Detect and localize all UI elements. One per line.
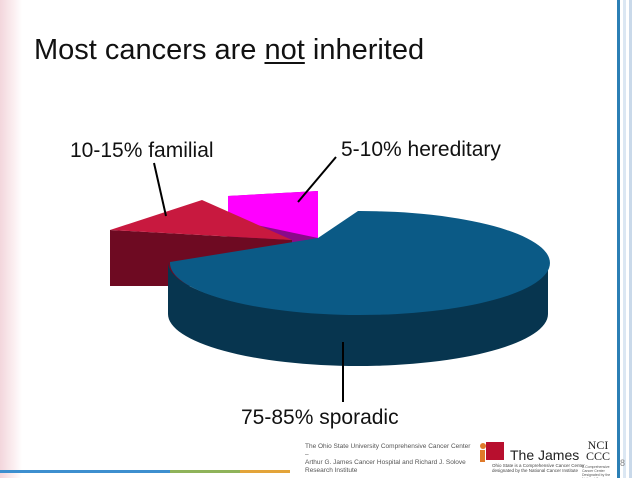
label-hereditary: 5-10% hereditary [341, 138, 501, 161]
right-decorative-strip [614, 0, 638, 478]
page-number: 8 [620, 458, 626, 468]
james-logo-icon [480, 442, 504, 462]
right-stripe-line [617, 0, 620, 478]
leader-line-familial [153, 162, 167, 217]
footer-line: Arthur G. James Cancer Hospital and Rich… [305, 459, 466, 466]
title-part-1: Most cancers are [34, 34, 265, 66]
nci-logo-bottom: CCC [585, 449, 610, 463]
logo-subtext-line: Ohio State is a Comprehensive Cancer Cen… [492, 463, 585, 468]
logo-subtext: Ohio State is a Comprehensive Cancer Cen… [492, 463, 585, 473]
bottom-color-bar [240, 470, 290, 473]
slice-hereditary-top [228, 191, 318, 238]
slice-sporadic-top [169, 210, 550, 315]
slice-familial-top [110, 200, 292, 240]
footer-line: The Ohio State University Comprehensive … [305, 443, 471, 458]
label-sporadic: 75-85% sporadic [241, 406, 399, 429]
footer-line: Research Institute [305, 467, 358, 474]
bottom-color-bar [0, 470, 170, 473]
logo-subtext-line: designated by the National Cancer Instit… [492, 468, 579, 473]
nci-subtext: A Comprehensive Cancer Center Designated… [582, 465, 611, 478]
right-stripe-line [623, 0, 626, 478]
label-familial: 10-15% familial [70, 139, 214, 162]
title-emphasis: not [264, 34, 305, 66]
leader-line-hereditary [297, 156, 337, 203]
left-decorative-strip [0, 0, 22, 478]
title-part-2: inherited [304, 34, 425, 66]
slide-title: Most cancers are not inherited [34, 34, 424, 67]
nci-logo-top: NCI [587, 438, 609, 452]
logo-name: The James [510, 447, 580, 463]
footer-institution: The Ohio State University Comprehensive … [305, 443, 475, 475]
right-stripe-line [629, 0, 632, 478]
bottom-color-bar [170, 470, 240, 473]
nci-logo: NCI CCC [584, 438, 612, 463]
